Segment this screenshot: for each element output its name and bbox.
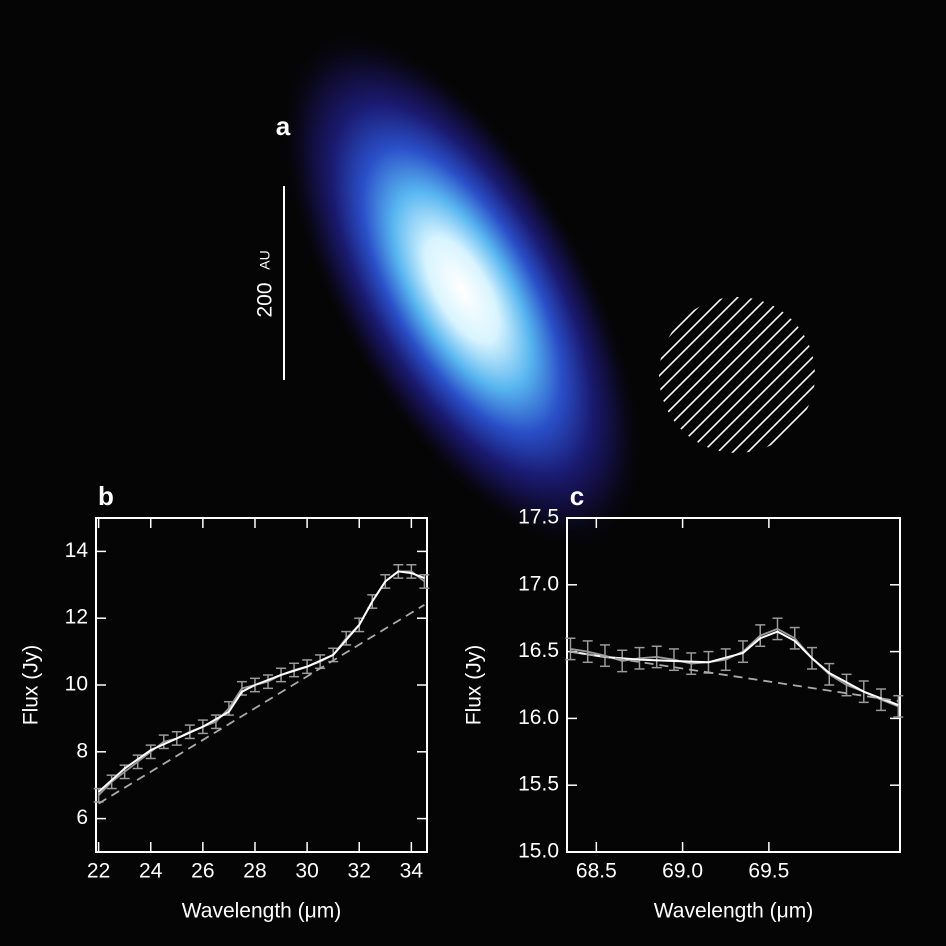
error-bar <box>772 617 783 641</box>
disk-image <box>281 31 643 549</box>
y-tick-label: 17.0 <box>518 572 559 595</box>
y-tick-label: 10 <box>65 673 88 696</box>
x-tick-label: 32 <box>348 860 371 883</box>
y-tick-label: 15.0 <box>518 840 559 863</box>
x-axis-title: Wavelength (μm) <box>182 900 342 923</box>
x-tick-label: 22 <box>87 860 110 883</box>
error-bar <box>824 662 835 686</box>
scale-value: 200 <box>254 282 277 317</box>
x-tick-label: 30 <box>295 860 318 883</box>
x-axis-title: Wavelength (μm) <box>654 900 814 923</box>
panel-label: b <box>98 481 114 511</box>
error-bar <box>686 652 697 676</box>
x-tick-label: 69.0 <box>662 860 703 883</box>
fit-line <box>570 630 899 706</box>
error-bar <box>565 637 576 661</box>
error-bar <box>158 734 169 750</box>
error-bar <box>720 648 731 672</box>
x-tick-label: 24 <box>139 860 163 883</box>
error-bar <box>755 624 766 648</box>
error-bar <box>841 673 852 697</box>
error-bar <box>210 714 221 730</box>
error-bar <box>263 674 274 690</box>
panel-label: c <box>570 481 584 511</box>
fit-line <box>97 570 425 793</box>
error-bar <box>668 648 679 672</box>
x-tick-label: 68.5 <box>576 860 617 883</box>
continuum-line <box>570 650 899 702</box>
x-tick-label: 34 <box>400 860 424 883</box>
y-tick-label: 8 <box>76 739 88 762</box>
continuum-line <box>98 604 425 805</box>
y-axis-title: Flux (Jy) <box>20 645 43 726</box>
plot-area <box>566 517 901 853</box>
y-tick-label: 14 <box>65 539 89 562</box>
y-tick-label: 16.0 <box>518 706 559 729</box>
error-bar <box>634 646 645 670</box>
error-bar <box>893 694 904 718</box>
error-bar <box>599 644 610 668</box>
y-tick-label: 16.5 <box>518 639 559 662</box>
scale-unit: AU <box>257 250 273 269</box>
y-axis-title: Flux (Jy) <box>463 645 486 726</box>
error-bar <box>617 649 628 673</box>
error-bar <box>582 640 593 664</box>
error-bar <box>419 574 430 589</box>
x-tick-label: 28 <box>243 860 266 883</box>
error-bar <box>876 688 887 712</box>
error-bar <box>789 626 800 650</box>
error-bar <box>106 774 117 790</box>
error-bar <box>737 640 748 664</box>
error-bar <box>145 744 156 760</box>
y-tick-label: 17.5 <box>518 506 559 529</box>
y-tick-label: 12 <box>65 606 88 629</box>
error-bar <box>651 645 662 669</box>
y-tick-label: 15.5 <box>518 773 559 796</box>
y-tick-label: 6 <box>76 806 88 829</box>
error-bar <box>406 564 417 579</box>
x-tick-label: 69.5 <box>748 860 789 883</box>
panel-label: a <box>276 111 291 141</box>
x-tick-label: 26 <box>191 860 214 883</box>
error-bar <box>132 754 143 770</box>
